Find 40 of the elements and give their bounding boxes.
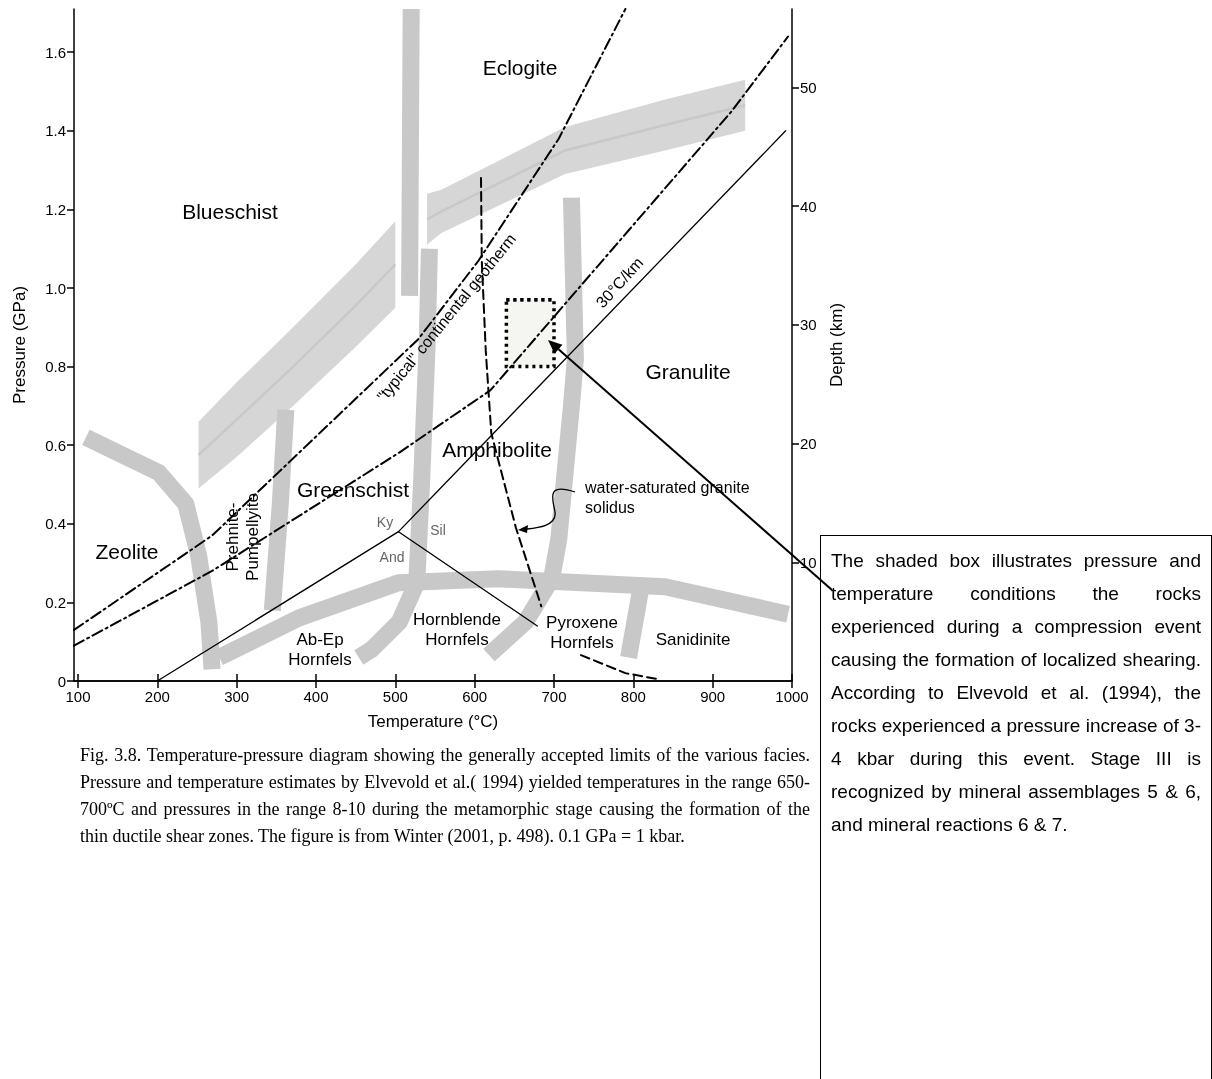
- y-tick-label: 0.4: [45, 515, 66, 533]
- y2-tick-label: 20: [800, 435, 817, 453]
- y2-tick-label: 10: [800, 553, 817, 571]
- annotation: Granulite: [645, 359, 731, 385]
- annotation: Ab-Ep Hornfels: [287, 630, 353, 670]
- x-tick-label: 800: [620, 688, 646, 705]
- y-tick-label: 0.6: [45, 436, 66, 454]
- caption: Fig. 3.8. Temperature-pressure diagram showing the generally accepted limits of the various facies. Pressure and temperature estimates by Elvevold et al.( 1994) yielded temperatures in the range 650-700ºC and pressures in the range 8-10 during the metamorphic stage causing the formation of the thin ductile shear zones. The figure is from Winter (2001, p. 498). 0.1 GPa = 1 kbar.: [80, 744, 810, 848]
- y-tick-label: 1.2: [45, 200, 66, 218]
- x-tick-label: 200: [144, 688, 170, 705]
- y2-tick-label: 40: [800, 197, 817, 215]
- y2-tick-label: 50: [800, 78, 817, 96]
- x-tick-label: 400: [303, 688, 329, 705]
- x-tick-label: 100: [65, 688, 91, 705]
- annotation: And: [379, 548, 405, 566]
- annotation: Hornblende Hornfels: [412, 610, 502, 650]
- text: The shaded box illustrates pressure and temperature conditions the rocks experienced during a compression event causing the formation of localized shearing. According to Elvevold et al. (1994), the rocks experienced a pressure increase of 3-4 kbar during this event. Stage III is recognized by mineral assemblages 5 & 6, and mineral reactions 6 & 7.: [831, 550, 1201, 835]
- annotation: Ky: [376, 513, 394, 531]
- x-tick-label: 600: [462, 688, 488, 705]
- annotation: Eclogite: [482, 55, 558, 81]
- y2-axis-title: Depth (km): [827, 302, 846, 388]
- x-tick-label: 1000: [775, 688, 809, 705]
- y-tick-label: 0.2: [45, 593, 66, 611]
- annotation: Sanidinite: [655, 630, 731, 650]
- x-tick-label: 500: [382, 688, 408, 705]
- x-tick-label: 900: [700, 688, 726, 705]
- annotation: Sil: [430, 521, 446, 539]
- annotation: Blueschist: [182, 199, 278, 225]
- y-tick-label: 1.4: [45, 122, 66, 140]
- y-axis-title: Pressure (GPa): [10, 285, 29, 405]
- y-tick-label: 1.0: [45, 279, 66, 297]
- annotation: Zeolite: [95, 539, 159, 565]
- y-tick-label: 0.8: [45, 358, 66, 376]
- y-tick-label: 1.6: [45, 43, 66, 61]
- x-axis-title: Temperature (°C): [367, 712, 499, 731]
- x-tick-label: 700: [541, 688, 567, 705]
- x-tick-label: 300: [224, 688, 250, 705]
- y-tick-label: 0: [57, 672, 66, 690]
- annotation: Pyroxene Hornfels: [545, 613, 619, 653]
- y2-tick-label: 30: [800, 316, 817, 334]
